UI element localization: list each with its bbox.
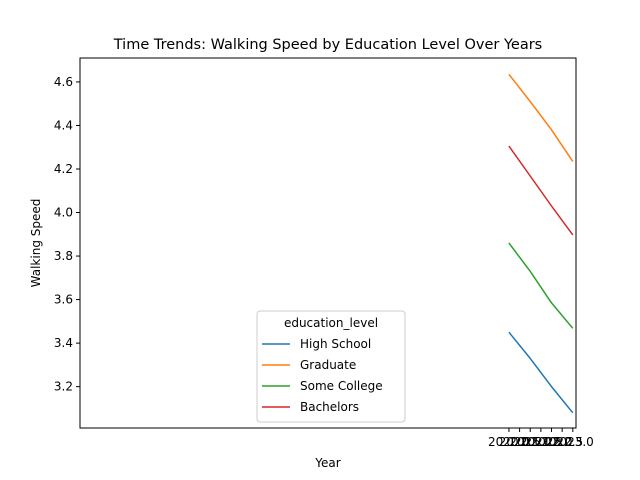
legend-label-bachelors: Bachelors <box>300 400 359 414</box>
y-axis-title: Walking Speed <box>29 199 43 288</box>
x-tick-label: 2022.0 <box>531 435 573 449</box>
series-line-high-school <box>508 331 574 414</box>
y-tick-label: 4.0 <box>54 206 73 220</box>
y-tick-label: 3.4 <box>54 336 73 350</box>
series-line-graduate <box>508 73 574 162</box>
y-tick-label: 4.2 <box>54 162 73 176</box>
x-tick-label: 2021.5 <box>520 435 562 449</box>
legend-label-high-school: High School <box>300 337 371 351</box>
series-lines <box>508 73 574 414</box>
legend-label-graduate: Graduate <box>300 358 356 372</box>
x-tick-label: 2020.5 <box>499 435 541 449</box>
plot-area <box>79 57 577 429</box>
y-axis: 3.2 3.4 3.6 3.8 4.0 4.2 4.4 4.6 <box>54 75 80 394</box>
x-tick-label: 2022.5 <box>541 435 583 449</box>
y-tick-label: 4.6 <box>54 75 73 89</box>
y-tick-label: 4.4 <box>54 118 73 132</box>
chart-title: Time Trends: Walking Speed by Education … <box>113 37 542 53</box>
legend: education_level High School Graduate Some … <box>256 310 406 423</box>
series-line-bachelors <box>508 145 574 236</box>
y-tick-label: 3.6 <box>54 293 73 307</box>
x-tick-label: 2020.0 <box>488 435 530 449</box>
y-tick-label: 3.8 <box>54 249 73 263</box>
series-line-some-college <box>508 242 574 329</box>
plot-frame <box>79 57 577 429</box>
x-axis: 2020.02020.52021.02021.52022.02022.52023… <box>488 428 594 449</box>
legend-title: education_level <box>284 316 378 330</box>
x-tick-label: 2023.0 <box>552 435 594 449</box>
legend-label-some-college: Some College <box>300 379 383 393</box>
y-tick-label: 3.2 <box>54 380 73 394</box>
legend-box <box>256 310 406 423</box>
x-axis-title: Year <box>314 456 340 470</box>
x-tick-label: 2021.0 <box>509 435 551 449</box>
